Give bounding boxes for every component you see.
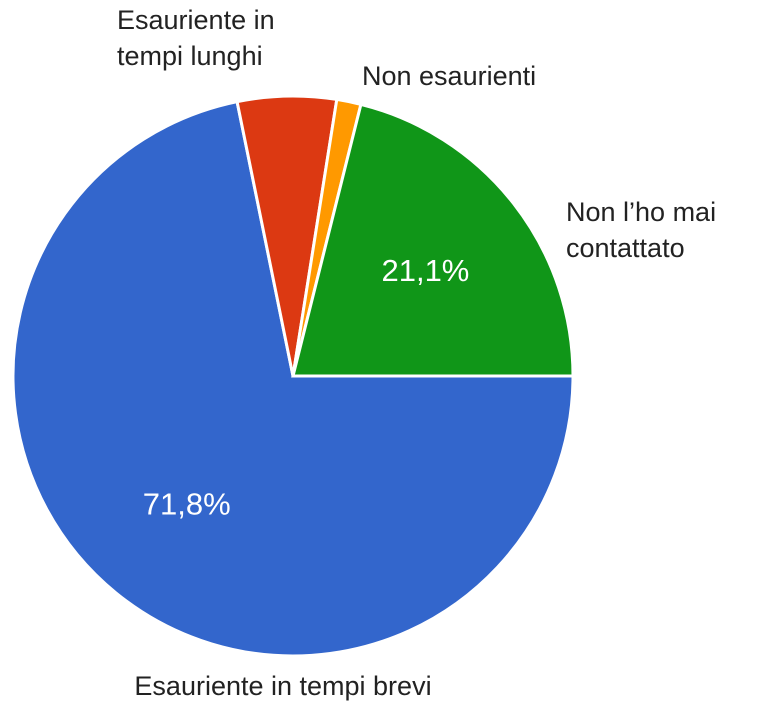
slice-label: Esauriente in tempi lunghi [117,5,282,71]
label-line: Non esaurienti [362,61,536,91]
label-line: tempi lunghi [117,41,263,71]
slice-label: Non esaurienti [362,61,536,91]
slice-label: Esauriente in tempi brevi [134,671,431,701]
value-label: 21,1% [381,253,469,288]
label-line: Esauriente in [117,5,282,35]
pie-slice [11,99,575,658]
label-line: Non l’ho mai [566,197,724,227]
pie-slice [291,102,575,378]
label-line: contattato [566,233,685,263]
label-line: Esauriente in tempi brevi [134,671,431,701]
slice-label: Non l’ho mai contattato [566,197,724,263]
value-label: 71,8% [143,486,231,521]
